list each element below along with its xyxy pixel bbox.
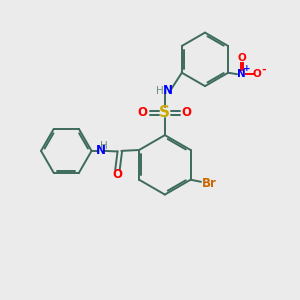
Text: Br: Br	[202, 177, 217, 190]
Text: O: O	[112, 168, 122, 181]
Text: -: -	[261, 65, 266, 75]
Text: N: N	[163, 84, 173, 97]
Text: S: S	[159, 105, 170, 120]
Text: O: O	[237, 53, 246, 63]
Text: O: O	[138, 106, 148, 119]
Text: H: H	[100, 140, 108, 151]
Text: O: O	[253, 69, 261, 79]
Text: O: O	[182, 106, 192, 119]
Text: N: N	[95, 144, 106, 157]
Text: H: H	[156, 85, 164, 96]
Text: N: N	[237, 69, 246, 79]
Text: +: +	[243, 64, 250, 74]
